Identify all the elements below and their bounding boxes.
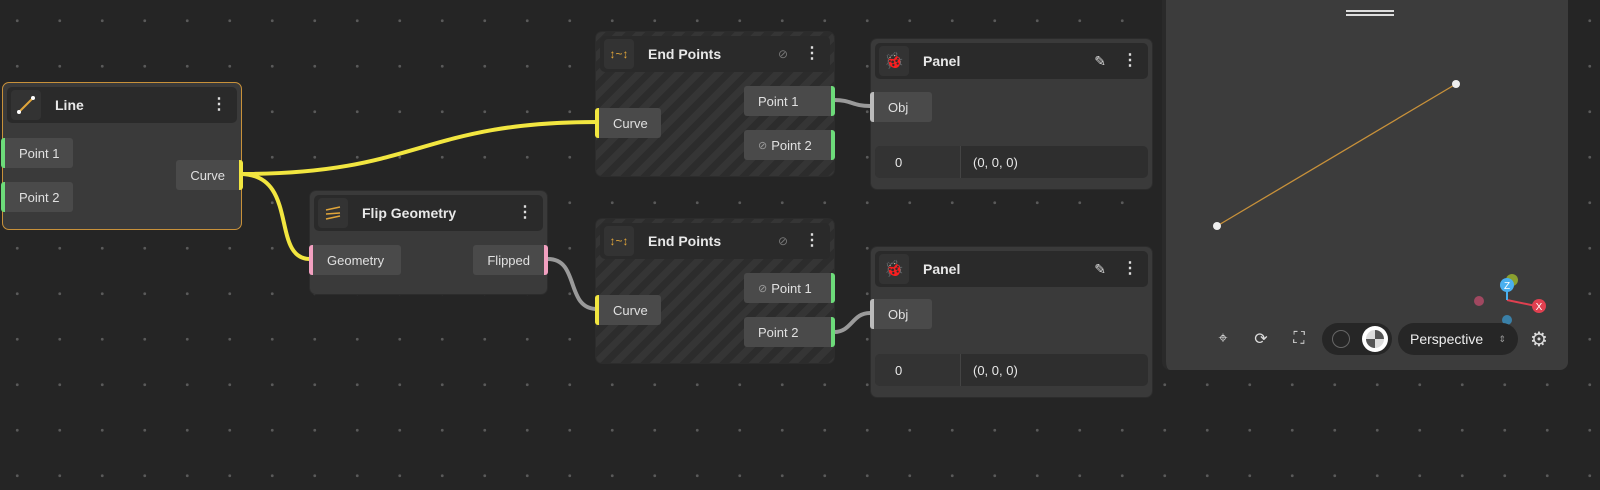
output-point-1[interactable]: Point 1 <box>744 86 835 116</box>
camera-select-value: Perspective <box>1410 331 1484 347</box>
wire-endpoints2-to-panel2 <box>833 311 871 334</box>
drag-handle[interactable] <box>1346 10 1394 16</box>
3d-viewport[interactable]: Z X ⌖ ⟳ ⛶ Perspective ⇕ ⚙ <box>1162 0 1568 370</box>
scene-point-1 <box>1213 222 1221 230</box>
node-title: Flip Geometry <box>362 205 457 221</box>
end-points-icon: ↕~↕ <box>604 226 634 256</box>
wire-line-to-endpoints1 <box>239 120 598 176</box>
port-label: Point 2 <box>771 137 812 153</box>
node-title: Line <box>55 97 84 113</box>
end-points-node-1[interactable]: ↕~↕ End Points ⊘ ⋮ Curve Point 1 ⊘ Point … <box>595 31 835 177</box>
reset-view-button[interactable]: ⟳ <box>1254 331 1268 348</box>
bug-icon: 🐞 <box>879 46 909 76</box>
chevron-updown-icon: ⇕ <box>1498 333 1506 344</box>
line-icon <box>11 90 41 120</box>
end-points-icon: ↕~↕ <box>604 39 634 69</box>
more-menu-icon[interactable]: ⋮ <box>517 204 533 221</box>
wireframe-shading-option[interactable] <box>1332 330 1350 348</box>
output-curve[interactable]: Curve <box>176 160 243 190</box>
camera-select[interactable]: Perspective ⇕ <box>1398 323 1518 355</box>
input-curve[interactable]: Curve <box>595 108 661 138</box>
output-flipped[interactable]: Flipped <box>473 245 548 275</box>
output-point-2[interactable]: ⊘ Point 2 <box>744 130 835 160</box>
value-text: (0, 0, 0) <box>973 154 1018 170</box>
input-obj[interactable]: Obj <box>870 299 932 329</box>
scene-line <box>1216 83 1457 227</box>
input-point-1[interactable]: Point 1 <box>1 138 74 168</box>
end-points-node-2[interactable]: ↕~↕ End Points ⊘ ⋮ Curve ⊘ Point 1 Point … <box>595 218 835 364</box>
output-point-1[interactable]: ⊘ Point 1 <box>744 273 835 303</box>
more-menu-icon[interactable]: ⋮ <box>1122 260 1138 277</box>
zoom-fit-button[interactable]: ⌖ <box>1218 330 1228 347</box>
flip-geometry-icon <box>318 198 348 228</box>
wire-line-to-flip <box>239 172 311 261</box>
eye-off-icon[interactable]: ⊘ <box>777 47 788 61</box>
node-title: End Points <box>648 233 722 249</box>
value-text: (0, 0, 0) <box>973 362 1018 378</box>
input-obj[interactable]: Obj <box>870 92 932 122</box>
eye-off-icon[interactable]: ⊘ <box>777 234 788 248</box>
node-title: End Points <box>648 46 722 62</box>
solid-shading-option[interactable] <box>1362 326 1388 352</box>
panel-node-2[interactable]: 🐞 Panel ✎ ⋮ Obj 0 (0, 0, 0) <box>870 246 1153 398</box>
bug-icon: 🐞 <box>879 254 909 284</box>
eye-off-icon: ⊘ <box>758 282 768 295</box>
more-menu-icon[interactable]: ⋮ <box>804 232 820 249</box>
output-point-2[interactable]: Point 2 <box>744 317 835 347</box>
value-index: 0 <box>875 146 961 178</box>
eye-off-icon: ⊘ <box>758 139 768 152</box>
wire-endpoints1-to-panel1 <box>833 98 871 108</box>
input-point-2[interactable]: Point 2 <box>1 182 74 212</box>
node-title: Panel <box>923 261 961 277</box>
more-menu-icon[interactable]: ⋮ <box>211 96 227 113</box>
input-geometry[interactable]: Geometry <box>309 245 401 275</box>
svg-text:Z: Z <box>1504 281 1510 292</box>
fullscreen-button[interactable]: ⛶ <box>1293 330 1305 347</box>
axis-gizmo: Z X <box>1474 274 1546 325</box>
port-label: Point 1 <box>771 280 812 296</box>
shading-toggle[interactable] <box>1322 323 1392 355</box>
panel-value-row: 0 (0, 0, 0) <box>875 146 1148 178</box>
svg-text:X: X <box>1536 302 1543 313</box>
scene-point-2 <box>1452 80 1460 88</box>
wire-flip-to-endpoints2 <box>547 257 598 311</box>
more-menu-icon[interactable]: ⋮ <box>1122 52 1138 69</box>
value-index: 0 <box>875 354 961 386</box>
panel-node-1[interactable]: 🐞 Panel ✎ ⋮ Obj 0 (0, 0, 0) <box>870 38 1153 190</box>
settings-gear-icon[interactable]: ⚙ <box>1530 328 1548 351</box>
node-title: Panel <box>923 53 961 69</box>
viewport-scene: Z X <box>1213 80 1546 325</box>
line-node[interactable]: Line ⋮ Point 1 Point 2 Curve <box>1 82 243 230</box>
panel-value-row: 0 (0, 0, 0) <box>875 354 1148 386</box>
input-curve[interactable]: Curve <box>595 295 661 325</box>
pencil-icon[interactable]: ✎ <box>1094 260 1106 277</box>
more-menu-icon[interactable]: ⋮ <box>804 45 820 62</box>
flip-geometry-node[interactable]: Flip Geometry ⋮ Geometry Flipped <box>309 190 548 295</box>
pencil-icon[interactable]: ✎ <box>1094 52 1106 69</box>
